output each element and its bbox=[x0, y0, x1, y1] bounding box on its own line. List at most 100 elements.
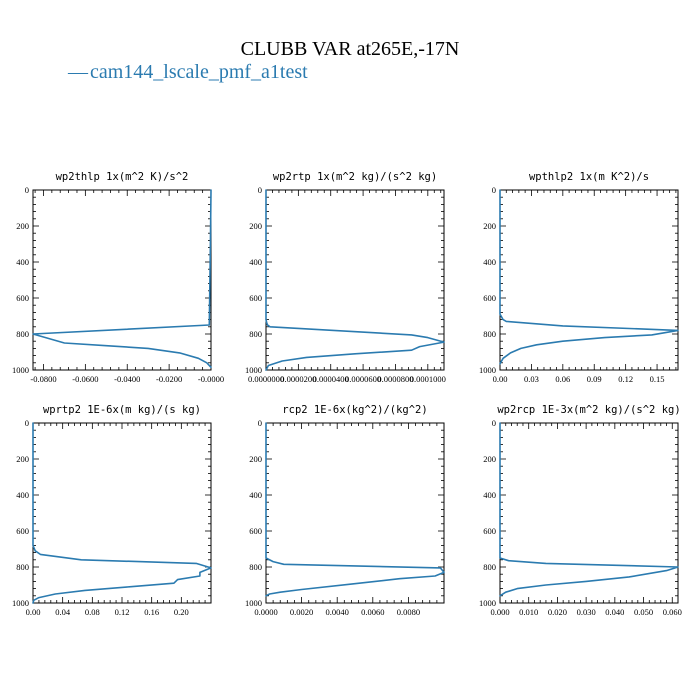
x-tick-label: -0.0200 bbox=[156, 374, 182, 384]
panel-title: wp2rcp 1E-3x(m^2 kg)/(s^2 kg) bbox=[497, 404, 680, 416]
panel-title: wpthlp2 1x(m K^2)/s bbox=[529, 171, 649, 183]
x-tick-label: 0.15 bbox=[650, 374, 665, 384]
panel-5: rcp2 1E-6x(kg^2)/(kg^2) 0 200 400 600 800 1000… bbox=[245, 404, 445, 617]
plot-frame bbox=[265, 422, 445, 604]
y-tick-label: 1000 bbox=[245, 365, 262, 375]
x-tick-label: 0.00 bbox=[493, 374, 508, 384]
y-tick-label: 600 bbox=[483, 526, 496, 536]
y-tick-label: 400 bbox=[16, 490, 29, 500]
y-tick-label: 0 bbox=[258, 185, 262, 195]
y-tick-label: 800 bbox=[249, 562, 262, 572]
x-tick-label: 0.0020 bbox=[290, 607, 313, 617]
x-tick-label: 0.040 bbox=[605, 607, 624, 617]
x-tick-label: -0.0000 bbox=[198, 374, 224, 384]
x-tick-label: 0.0040 bbox=[326, 607, 349, 617]
y-tick-label: 600 bbox=[249, 293, 262, 303]
y-tick-label: 1000 bbox=[12, 598, 29, 608]
y-tick-label: 800 bbox=[16, 329, 29, 339]
series-line bbox=[499, 189, 679, 365]
x-tick-label: 0.0000600 bbox=[345, 374, 381, 384]
y-tick-label: 600 bbox=[483, 293, 496, 303]
x-tick-label: 0.04 bbox=[55, 607, 71, 617]
series-line bbox=[32, 422, 212, 604]
y-tick-label: 200 bbox=[16, 221, 29, 231]
y-tick-label: 0 bbox=[258, 418, 262, 428]
y-tick-label: 600 bbox=[16, 526, 29, 536]
y-tick-label: 800 bbox=[483, 329, 496, 339]
panel-4: wprtp2 1E-6x(m kg)/(s kg) 0 200 400 600 800 10… bbox=[12, 404, 212, 617]
y-tick-label: 400 bbox=[483, 490, 496, 500]
x-tick-label: 0.0080 bbox=[397, 607, 420, 617]
y-tick-label: 800 bbox=[483, 562, 496, 572]
panel-1: wp2thlp 1x(m^2 K)/s^202004006008001000-0… bbox=[12, 171, 224, 384]
x-tick-label: 0.0001000 bbox=[410, 374, 446, 384]
x-tick-label: 0.060 bbox=[663, 607, 682, 617]
x-tick-label: 0.00 bbox=[26, 607, 41, 617]
panels-grid: wp2thlp 1x(m^2 K)/s^202004006008001000-0… bbox=[12, 171, 682, 617]
panel-title: rcp2 1E-6x(kg^2)/(kg^2) bbox=[282, 404, 427, 416]
x-tick-label: 0.0000200 bbox=[280, 374, 316, 384]
y-tick-label: 400 bbox=[249, 490, 262, 500]
y-tick-label: 1000 bbox=[245, 598, 262, 608]
plot-frame bbox=[32, 189, 212, 371]
x-tick-label: 0.08 bbox=[85, 607, 100, 617]
y-tick-label: 0 bbox=[25, 185, 29, 195]
x-tick-label: 0.0000800 bbox=[377, 374, 413, 384]
y-tick-label: 400 bbox=[483, 257, 496, 267]
panel-title: wprtp2 1E-6x(m kg)/(s kg) bbox=[43, 404, 201, 416]
plot-frame bbox=[265, 189, 445, 371]
y-tick-label: 200 bbox=[16, 454, 29, 464]
y-tick-label: 200 bbox=[249, 454, 262, 464]
y-tick-label: 1000 bbox=[12, 365, 29, 375]
series-line bbox=[32, 189, 212, 369]
panel-3: wpthlp2 1x(m K^2)/s 0 200 400 600 800 10000.00… bbox=[479, 171, 679, 384]
figure-legend: — cam144_lscale_pmf_a1test bbox=[67, 61, 308, 83]
x-tick-label: 0.0000000 bbox=[248, 374, 284, 384]
y-tick-label: 800 bbox=[16, 562, 29, 572]
y-tick-label: 0 bbox=[25, 418, 29, 428]
y-tick-label: 200 bbox=[483, 454, 496, 464]
legend-label: cam144_lscale_pmf_a1test bbox=[90, 61, 308, 83]
y-tick-label: 600 bbox=[249, 526, 262, 536]
figure-title: CLUBB VAR at265E,-17N bbox=[241, 38, 460, 60]
x-tick-label: 0.0000400 bbox=[313, 374, 349, 384]
x-tick-label: 0.03 bbox=[524, 374, 539, 384]
series-line bbox=[499, 422, 679, 597]
y-tick-label: 200 bbox=[249, 221, 262, 231]
x-tick-label: -0.0400 bbox=[114, 374, 140, 384]
x-tick-label: -0.0800 bbox=[30, 374, 56, 384]
x-tick-label: 0.010 bbox=[519, 607, 538, 617]
x-tick-label: 0.09 bbox=[587, 374, 602, 384]
panel-2: wp2rtp 1x(m^2 kg)/(s^2 kg) 0 200 400 600 800 1… bbox=[245, 171, 446, 384]
panel-6: wp2rcp 1E-3x(m^2 kg)/(s^2 kg)0 200 400 600 8… bbox=[479, 404, 682, 617]
y-tick-label: 1000 bbox=[479, 598, 496, 608]
x-tick-label: 0.000 bbox=[490, 607, 509, 617]
plot-frame bbox=[499, 422, 679, 604]
x-tick-label: 0.020 bbox=[548, 607, 567, 617]
x-tick-label: -0.0600 bbox=[72, 374, 98, 384]
y-tick-label: 400 bbox=[249, 257, 262, 267]
series-line bbox=[265, 422, 445, 597]
x-tick-label: 0.16 bbox=[144, 607, 159, 617]
legend-marker: — bbox=[67, 61, 89, 83]
x-tick-label: 0.0060 bbox=[361, 607, 384, 617]
y-tick-label: 200 bbox=[483, 221, 496, 231]
x-tick-label: 0.06 bbox=[555, 374, 570, 384]
y-tick-label: 600 bbox=[16, 293, 29, 303]
panel-title: wp2thlp 1x(m^2 K)/s^2 bbox=[56, 171, 189, 183]
x-tick-label: 0.050 bbox=[634, 607, 653, 617]
y-tick-label: 800 bbox=[249, 329, 262, 339]
y-tick-label: 400 bbox=[16, 257, 29, 267]
y-tick-label: 0 bbox=[492, 185, 496, 195]
y-tick-label: 1000 bbox=[479, 365, 496, 375]
plot-frame bbox=[499, 189, 679, 371]
x-tick-label: 0.12 bbox=[115, 607, 130, 617]
series-line bbox=[265, 189, 445, 371]
x-tick-label: 0.12 bbox=[618, 374, 633, 384]
x-tick-label: 0.030 bbox=[577, 607, 596, 617]
x-tick-label: 0.20 bbox=[174, 607, 189, 617]
panel-title: wp2rtp 1x(m^2 kg)/(s^2 kg) bbox=[273, 171, 437, 183]
x-tick-label: 0.0000 bbox=[254, 607, 277, 617]
y-tick-label: 0 bbox=[492, 418, 496, 428]
